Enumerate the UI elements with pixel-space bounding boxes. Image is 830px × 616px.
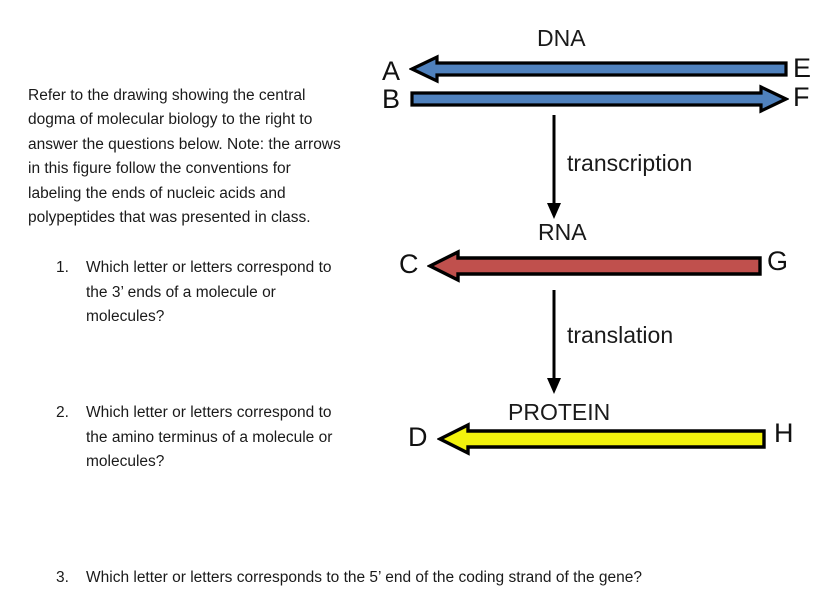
- translation-label: translation: [567, 322, 674, 348]
- question-2-number: 2.: [56, 404, 69, 421]
- protein-label: PROTEIN: [508, 399, 611, 425]
- protein-strand-arrow: [437, 422, 766, 456]
- transcription-label: transcription: [567, 150, 693, 176]
- dna-top-strand-arrow: [409, 54, 788, 84]
- dna-label: DNA: [537, 25, 586, 51]
- central-dogma-diagram: DNA A E B F transcription RNA C G transl…: [375, 0, 830, 560]
- question-3-number: 3.: [56, 569, 69, 586]
- question-3-text: Which letter or letters corresponds to t…: [86, 569, 643, 586]
- end-letter-a: A: [382, 56, 401, 86]
- question-1-text: Which letter or letters correspond to th…: [86, 259, 332, 325]
- rna-strand-arrow: [427, 249, 762, 283]
- end-letter-f: F: [793, 82, 810, 112]
- translation-arrow: [547, 290, 561, 394]
- end-letter-g: G: [767, 246, 789, 276]
- end-letter-c: C: [399, 249, 419, 279]
- dna-bottom-strand-arrow: [410, 84, 789, 114]
- rna-label: RNA: [538, 219, 587, 245]
- end-letter-h: H: [774, 418, 794, 448]
- end-letter-b: B: [382, 84, 401, 114]
- transcription-arrow: [547, 115, 561, 219]
- question-2: 2. Which letter or letters correspond to…: [56, 401, 346, 475]
- question-1: 1. Which letter or letters correspond to…: [56, 256, 346, 330]
- question-1-number: 1.: [56, 259, 69, 276]
- end-letter-e: E: [793, 53, 812, 83]
- question-3: 3. Which letter or letters corresponds t…: [56, 566, 796, 591]
- intro-paragraph: Refer to the drawing showing the central…: [28, 86, 341, 227]
- question-2-text: Which letter or letters correspond to th…: [86, 404, 333, 470]
- end-letter-d: D: [408, 422, 428, 452]
- text-column: Refer to the drawing showing the central…: [0, 0, 642, 616]
